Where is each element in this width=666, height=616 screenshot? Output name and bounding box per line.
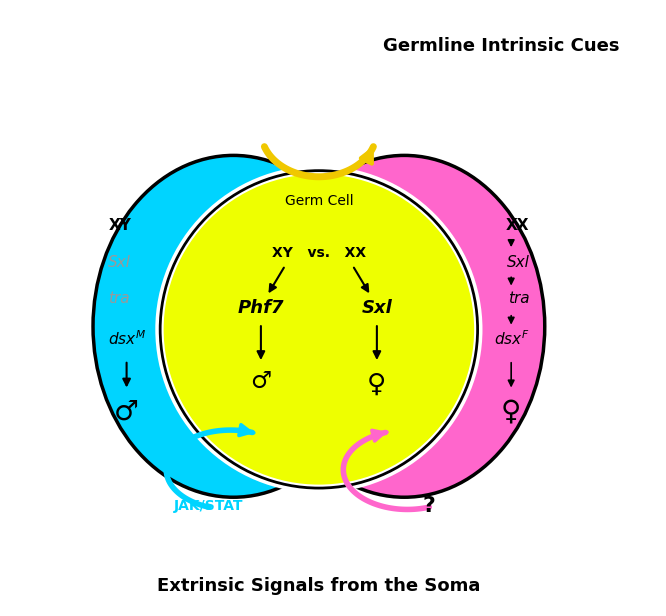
Text: Phf7: Phf7	[238, 299, 284, 317]
Circle shape	[155, 166, 482, 493]
Text: Extrinsic Signals from the Soma: Extrinsic Signals from the Soma	[157, 577, 481, 595]
Circle shape	[160, 171, 478, 488]
Text: Germline Intrinsic Cues: Germline Intrinsic Cues	[383, 36, 619, 54]
Text: Sxl: Sxl	[362, 299, 392, 317]
Text: Sxl: Sxl	[109, 255, 131, 270]
Text: $dsx^M$: $dsx^M$	[109, 329, 147, 348]
Text: Germ Cell: Germ Cell	[284, 194, 353, 208]
Text: tra: tra	[508, 291, 529, 306]
Text: ♀: ♀	[367, 371, 386, 397]
Text: ?: ?	[422, 496, 435, 516]
Text: tra: tra	[109, 291, 130, 306]
Ellipse shape	[93, 155, 374, 497]
Text: XY   vs.   XX: XY vs. XX	[272, 246, 366, 260]
Text: XY: XY	[109, 218, 131, 233]
Text: ♂: ♂	[250, 369, 272, 393]
Text: ♀: ♀	[501, 398, 521, 426]
Text: XX: XX	[506, 218, 529, 233]
Text: JAK/STAT: JAK/STAT	[174, 500, 244, 513]
Text: $dsx^F$: $dsx^F$	[494, 329, 529, 348]
Text: Sxl: Sxl	[507, 255, 529, 270]
Text: ♂: ♂	[114, 398, 139, 426]
Ellipse shape	[264, 155, 545, 497]
